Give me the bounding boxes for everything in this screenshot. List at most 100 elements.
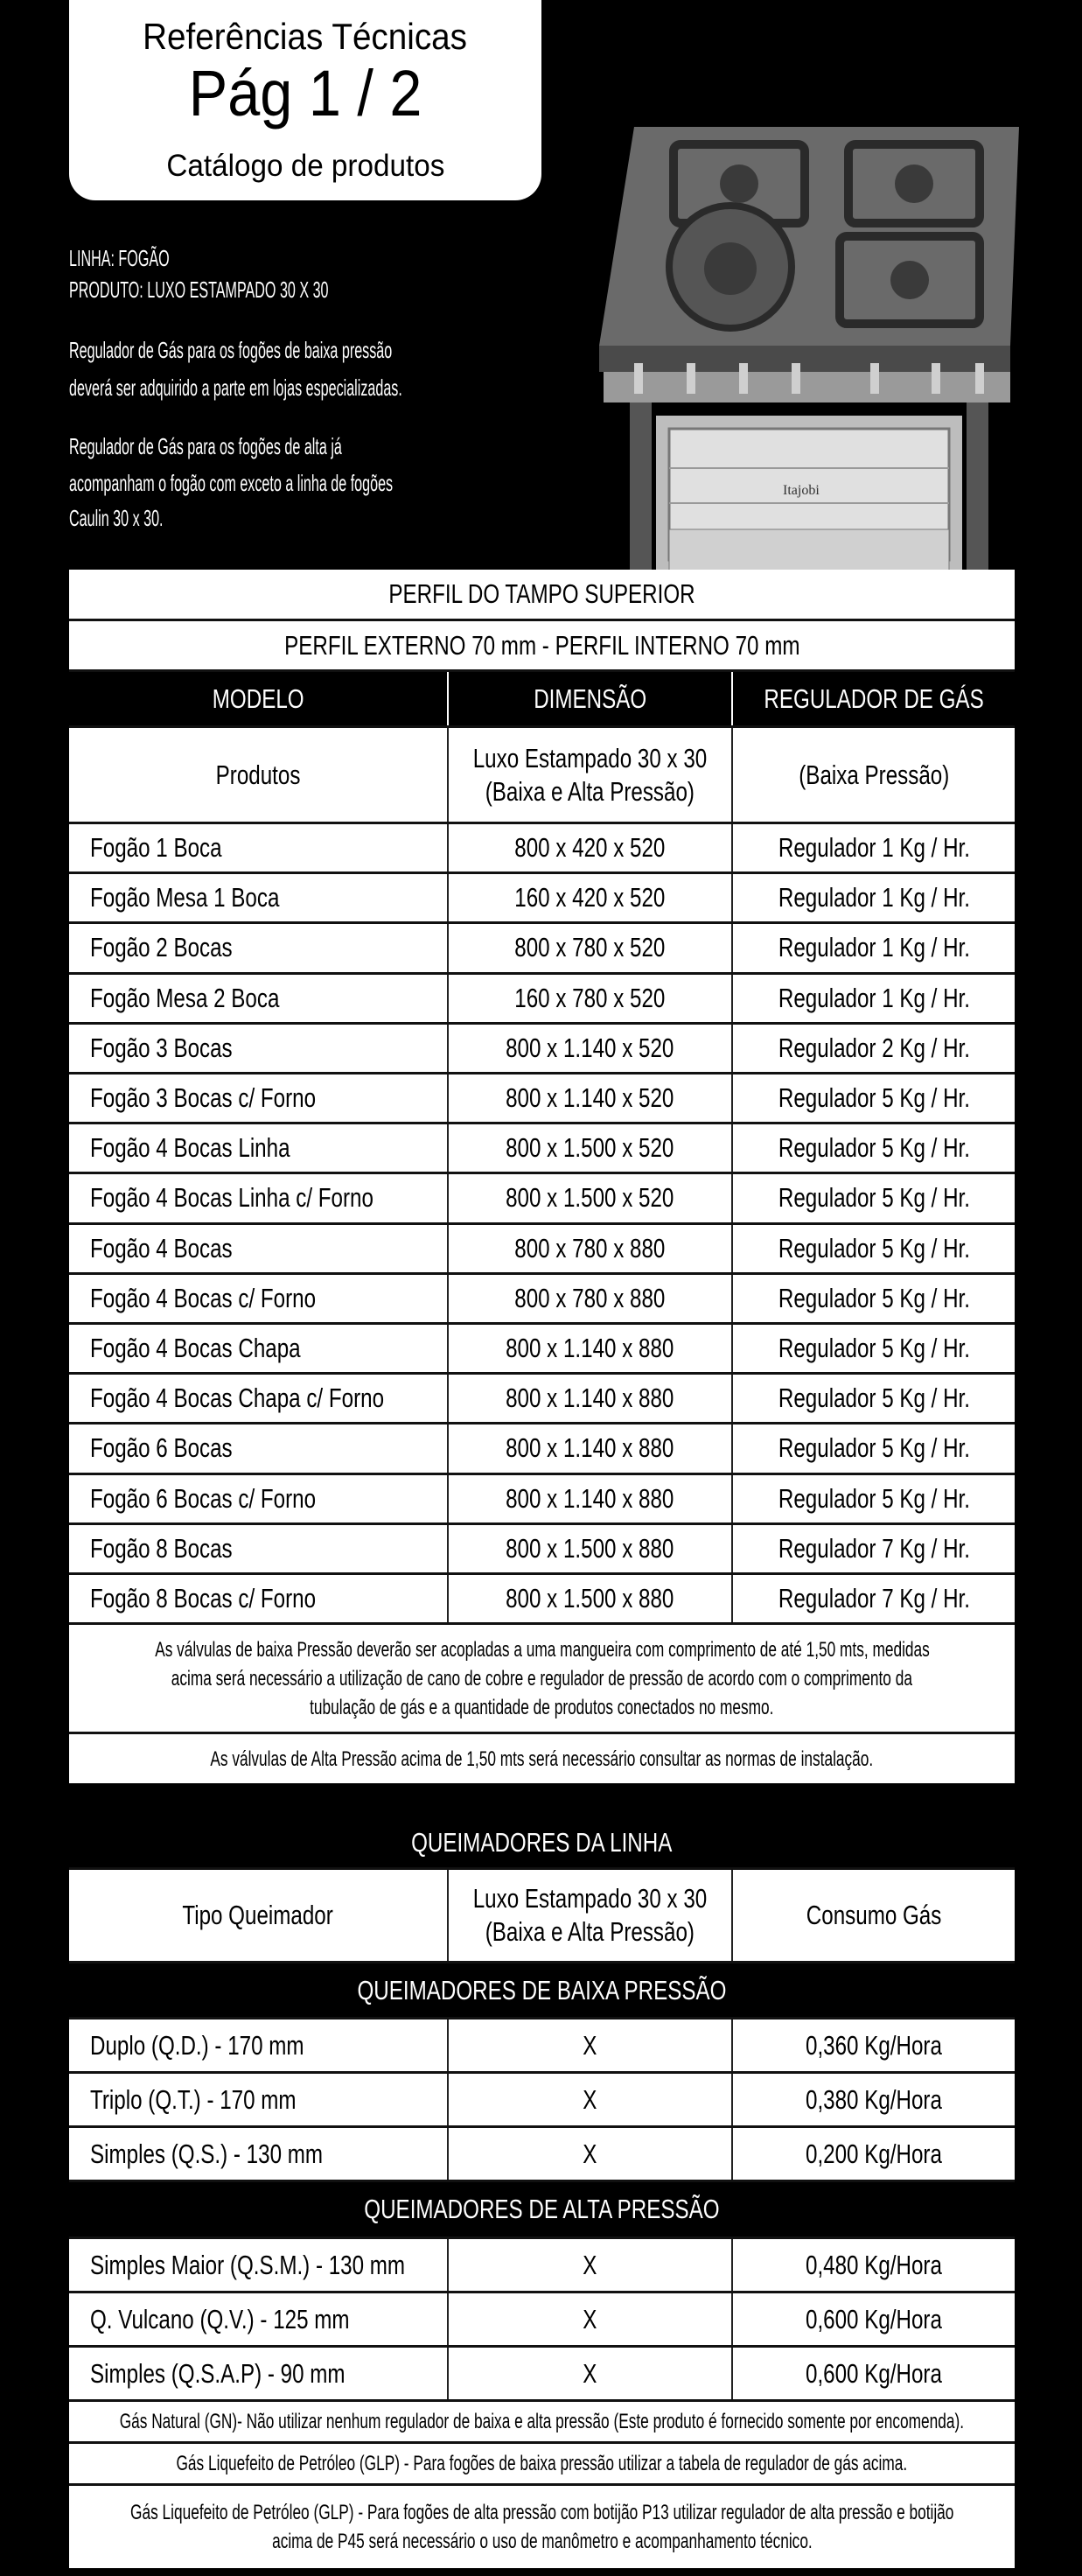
col-luxo: Luxo Estampado 30 x 30	[472, 1883, 708, 1914]
table1-perfil: PERFIL EXTERNO 70 mm - PERFIL INTERNO 70…	[283, 629, 800, 661]
value-cell: Regulador 1 Kg / Hr.	[778, 982, 970, 1013]
table-row: Fogão 4 Bocas Chapa 800 x 1.140 x 880 Regu…	[69, 1325, 1015, 1376]
subheader-luxo: Luxo Estampado 30 x 30	[472, 742, 708, 774]
model-cell: Fogão 6 Bocas	[90, 1432, 233, 1464]
note-gn: Gás Natural (GN)- Não utilizar nenhum re…	[69, 2402, 1015, 2444]
model-cell: Fogão 1 Boca	[90, 832, 222, 864]
table-row: Fogão 8 Bocas 800 x 1.500 x 880 Regulador …	[69, 1524, 1015, 1575]
value-cell: 0,360 Kg/Hora	[806, 2029, 942, 2061]
table-row: Fogão 2 Bocas 800 x 780 x 520 Regulador 1 …	[69, 924, 1015, 975]
brand-logo: Itajobi	[783, 483, 820, 498]
model-cell: Fogão 3 Bocas	[90, 1032, 233, 1063]
table-row: Fogão 6 Bocas 800 x 1.140 x 880 Regulador …	[69, 1424, 1015, 1475]
col-pressao: (Baixa e Alta Pressão)	[485, 1916, 695, 1947]
note-glp-low-text: Gás Liquefeito de Petróleo (GLP) - Para …	[176, 2452, 908, 2475]
value-cell: X	[583, 2357, 597, 2389]
value-cell: 0,380 Kg/Hora	[806, 2083, 942, 2115]
value-cell: 0,600 Kg/Hora	[806, 2357, 942, 2389]
table-row: Fogão Mesa 1 Boca 160 x 420 x 520 Regulado…	[69, 874, 1015, 925]
value-cell: X	[583, 2138, 597, 2169]
intro-para2-line2: acompanham o fogão com exceto a linha de…	[69, 470, 394, 496]
model-cell: Fogão 4 Bocas Chapa	[90, 1333, 301, 1364]
note-gn-text: Gás Natural (GN)- Não utilizar nenhum re…	[119, 2410, 965, 2433]
burner-row: Simples (Q.S.A.P) - 90 mm X 0,600 Kg/Hora	[69, 2348, 1015, 2402]
table-row: Fogão 1 Boca 800 x 420 x 520 Regulador 1 K…	[69, 824, 1015, 875]
subheader-baixa: (Baixa Pressão)	[798, 759, 950, 790]
value-cell: 800 x 1.500 x 880	[506, 1532, 674, 1564]
table1-title: PERFIL DO TAMPO SUPERIOR	[388, 578, 695, 609]
note-glp-low: Gás Liquefeito de Petróleo (GLP) - Para …	[69, 2444, 1015, 2486]
burner-row: Simples (Q.S.) - 130 mm X 0,200 Kg/Hora	[69, 2128, 1015, 2182]
page-number: Pág 1 / 2	[188, 57, 422, 130]
section-alta: QUEIMADORES DE ALTA PRESSÃO	[364, 2194, 720, 2224]
intro-para2-line3: Caulin 30 x 30.	[69, 505, 164, 531]
table-row: Fogão 3 Bocas c/ Forno 800 x 1.140 x 520 R…	[69, 1074, 1015, 1125]
note-glp-high-line2: acima de P45 será necessário o uso de ma…	[271, 2530, 813, 2553]
note1-line2: acima será necessário a utilização de ca…	[171, 1666, 913, 1690]
value-cell: X	[583, 2083, 597, 2115]
intro-para1-line1: Regulador de Gás para os fogões de baixa…	[69, 337, 393, 363]
value-cell: 800 x 1.500 x 520	[506, 1182, 674, 1214]
value-cell: Regulador 2 Kg / Hr.	[778, 1032, 970, 1063]
value-cell: X	[583, 2249, 597, 2280]
note2-text: As válvulas de Alta Pressão acima de 1,5…	[210, 1746, 874, 1771]
value-cell: Regulador 5 Kg / Hr.	[778, 1182, 970, 1214]
value-cell: 800 x 1.500 x 520	[506, 1132, 674, 1164]
table-row: Fogão 6 Bocas c/ Forno 800 x 1.140 x 880 R…	[69, 1474, 1015, 1525]
model-cell: Duplo (Q.D.) - 170 mm	[90, 2029, 304, 2061]
subheader-pressao: (Baixa e Alta Pressão)	[485, 775, 695, 807]
value-cell: Regulador 1 Kg / Hr.	[778, 832, 970, 864]
value-cell: Regulador 5 Kg / Hr.	[778, 1132, 970, 1164]
subheader-produtos: Produtos	[215, 759, 301, 790]
value-cell: Regulador 5 Kg / Hr.	[778, 1482, 970, 1514]
table-row: Fogão 4 Bocas c/ Forno 800 x 780 x 880 Reg…	[69, 1274, 1015, 1325]
value-cell: Regulador 5 Kg / Hr.	[778, 1232, 970, 1264]
value-cell: Regulador 7 Kg / Hr.	[778, 1532, 970, 1564]
value-cell: 0,480 Kg/Hora	[806, 2249, 942, 2280]
value-cell: 800 x 1.140 x 520	[506, 1032, 674, 1063]
model-cell: Triplo (Q.T.) - 170 mm	[90, 2083, 297, 2115]
value-cell: 800 x 1.140 x 880	[506, 1333, 674, 1364]
value-cell: 800 x 1.140 x 520	[506, 1082, 674, 1114]
model-cell: Fogão 6 Bocas c/ Forno	[90, 1482, 317, 1514]
header-subtitle: Catálogo de produtos	[166, 149, 444, 183]
col-regulador: REGULADOR DE GÁS	[764, 682, 984, 714]
value-cell: 800 x 780 x 880	[514, 1232, 666, 1264]
burner-row: Q. Vulcano (Q.V.) - 125 mm X 0,600 Kg/Hora	[69, 2293, 1015, 2348]
intro-para2-line1: Regulador de Gás para os fogões de alta …	[69, 433, 342, 459]
produto-label: PRODUTO: LUXO ESTAMPADO 30 X 30	[69, 276, 329, 303]
note-glp-high-line1: Gás Liquefeito de Petróleo (GLP) - Para …	[129, 2501, 954, 2524]
note1-line3: tubulação de gás e a quantidade de produ…	[310, 1695, 774, 1719]
note-glp-high: Gás Liquefeito de Petróleo (GLP) - Para …	[69, 2486, 1015, 2568]
value-cell: 160 x 420 x 520	[514, 882, 666, 914]
value-cell: 800 x 1.140 x 880	[506, 1382, 674, 1414]
col-consumo: Consumo Gás	[806, 1900, 942, 1930]
value-cell: 800 x 1.500 x 880	[506, 1583, 674, 1614]
tampo-table: PERFIL DO TAMPO SUPERIOR PERFIL EXTERNO …	[69, 570, 1015, 1783]
model-cell: Fogão 3 Bocas c/ Forno	[90, 1082, 317, 1114]
model-cell: Fogão 8 Bocas c/ Forno	[90, 1583, 317, 1614]
value-cell: X	[583, 2029, 597, 2061]
model-cell: Fogão 4 Bocas c/ Forno	[90, 1282, 317, 1313]
stove-photo: Itajobi	[599, 127, 1019, 573]
table1-header-row: MODELO DIMENSÃO REGULADOR DE GÁS	[69, 672, 1015, 728]
value-cell: 800 x 780 x 520	[514, 932, 666, 963]
model-cell: Simples (Q.S.A.P) - 90 mm	[90, 2357, 346, 2389]
value-cell: Regulador 5 Kg / Hr.	[778, 1382, 970, 1414]
model-cell: Fogão 8 Bocas	[90, 1532, 233, 1564]
table-row: Fogão 8 Bocas c/ Forno 800 x 1.500 x 880 R…	[69, 1575, 1015, 1626]
burner-row: Simples Maior (Q.S.M.) - 130 mm X 0,480 Kg…	[69, 2239, 1015, 2293]
value-cell: Regulador 5 Kg / Hr.	[778, 1333, 970, 1364]
col-dimensao: DIMENSÃO	[534, 682, 646, 714]
header-title: Referências Técnicas	[143, 16, 468, 57]
table-row: Fogão 4 Bocas 800 x 780 x 880 Regulador 5 …	[69, 1224, 1015, 1275]
table-row: Fogão 4 Bocas Linha c/ Forno 800 x 1.500 …	[69, 1174, 1015, 1225]
value-cell: 800 x 1.140 x 880	[506, 1432, 674, 1464]
value-cell: 800 x 780 x 880	[514, 1282, 666, 1313]
value-cell: 160 x 780 x 520	[514, 982, 666, 1013]
burner-row: Duplo (Q.D.) - 170 mm X 0,360 Kg/Hora	[69, 2020, 1015, 2074]
model-cell: Fogão 4 Bocas Linha c/ Forno	[90, 1182, 373, 1214]
value-cell: 800 x 420 x 520	[514, 832, 666, 864]
model-cell: Q. Vulcano (Q.V.) - 125 mm	[90, 2303, 350, 2334]
intro-para1-line2: deverá ser adquirido a parte em lojas es…	[69, 374, 402, 401]
